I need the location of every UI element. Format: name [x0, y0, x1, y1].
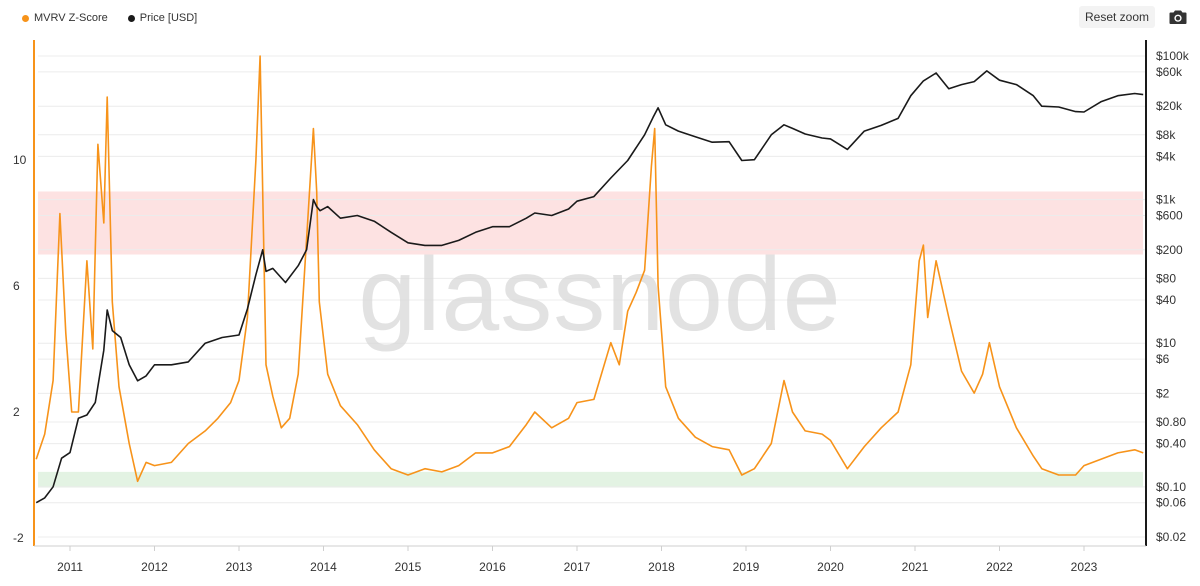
- legend-label-mvrv: MVRV Z-Score: [34, 12, 108, 24]
- x-tick-label: 2019: [733, 560, 760, 574]
- legend-label-price: Price [USD]: [139, 12, 198, 24]
- right-tick-label: $0.06: [1156, 496, 1186, 510]
- x-tick-label: 2012: [141, 560, 168, 574]
- right-tick-label: $60k: [1156, 65, 1183, 79]
- legend-item-mvrv[interactable]: MVRV Z-Score: [22, 12, 108, 24]
- right-tick-label: $4k: [1156, 149, 1176, 163]
- right-tick-label: $10: [1156, 336, 1176, 350]
- undervalued-band: [38, 471, 1143, 488]
- x-tick-label: 2015: [395, 560, 422, 574]
- left-tick-label: 2: [13, 405, 20, 419]
- left-tick-label: 10: [13, 153, 27, 167]
- right-tick-label: $80: [1156, 271, 1176, 285]
- right-tick-label: $0.80: [1156, 415, 1186, 429]
- x-tick-label: 2021: [902, 560, 929, 574]
- price-line: [35, 70, 1144, 504]
- legend-item-price[interactable]: Price [USD]: [127, 12, 198, 24]
- legend: MVRV Z-Score Price [USD]: [22, 12, 197, 24]
- x-tick-label: 2020: [817, 560, 844, 574]
- right-axis: $0.02 $0.06 $0.10 $0.40 $0.80 $2 $6 $10 $40 $80 $2…: [1145, 40, 1190, 546]
- x-tick-label: 2018: [648, 560, 675, 574]
- left-tick-label: -2: [13, 531, 24, 545]
- watermark: glassnode: [358, 237, 841, 353]
- right-tick-label: $2: [1156, 386, 1170, 400]
- x-tick-label: 2017: [564, 560, 591, 574]
- x-tick-label: 2022: [986, 560, 1013, 574]
- overvalued-band: [38, 191, 1143, 255]
- right-tick-label: $0.10: [1156, 480, 1186, 494]
- series-lines: [35, 55, 1144, 504]
- value-bands: [38, 191, 1143, 488]
- right-tick-label: $8k: [1156, 128, 1176, 142]
- x-tick-label: 2013: [226, 560, 253, 574]
- right-tick-label: $0.40: [1156, 437, 1186, 451]
- right-tick-label: $0.02: [1156, 530, 1186, 544]
- reset-zoom-button[interactable]: Reset zoom: [1079, 6, 1155, 28]
- right-tick-label: $20k: [1156, 99, 1183, 113]
- right-tick-label: $1k: [1156, 193, 1176, 207]
- x-tick-label: 2011: [57, 560, 83, 574]
- grid-lines: [38, 55, 1146, 538]
- x-tick-label: 2014: [310, 560, 337, 574]
- left-tick-label: 6: [13, 279, 20, 293]
- left-axis: -2 2 6 10: [13, 40, 35, 546]
- camera-icon[interactable]: [1169, 9, 1187, 25]
- right-tick-label: $40: [1156, 293, 1176, 307]
- right-tick-label: $100k: [1156, 49, 1190, 63]
- x-axis: 2011 2012 2013 2014 2015 2016 2017 2018 2019 2020…: [34, 545, 1146, 574]
- price-dot-icon: [127, 14, 135, 22]
- mvrv-z-score-line: [35, 55, 1144, 483]
- mvrv-dot-icon: [22, 14, 29, 22]
- x-tick-label: 2016: [479, 560, 506, 574]
- x-tick-label: 2023: [1071, 560, 1098, 574]
- right-tick-label: $600: [1156, 209, 1183, 223]
- right-tick-label: $6: [1156, 352, 1170, 366]
- right-tick-label: $200: [1156, 243, 1183, 257]
